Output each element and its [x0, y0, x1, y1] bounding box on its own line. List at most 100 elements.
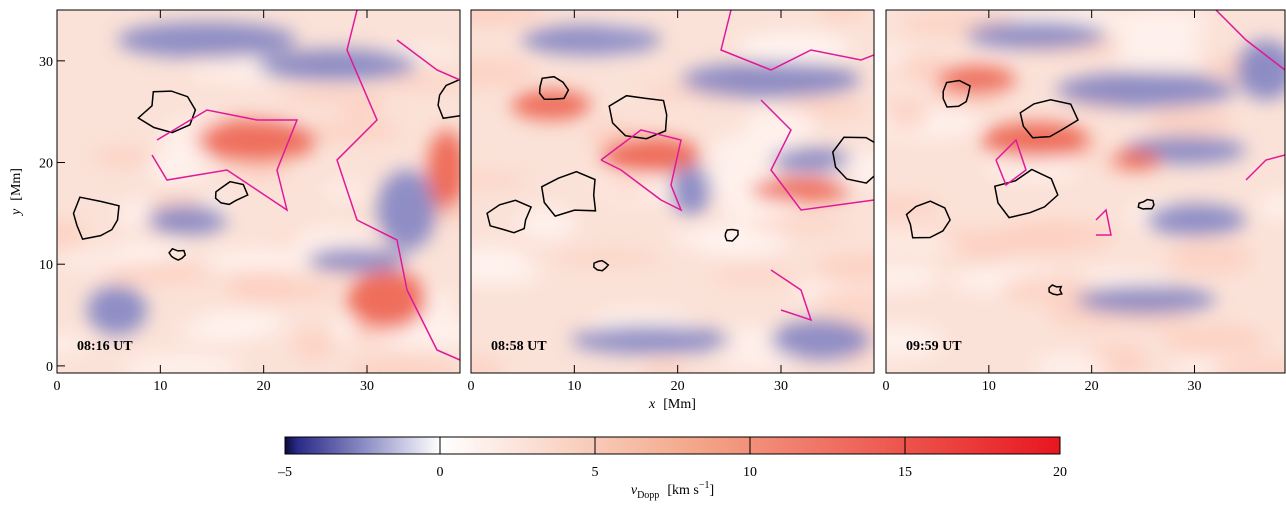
texture [744, 108, 817, 143]
downflow [1076, 286, 1216, 314]
texture [471, 356, 504, 373]
texture [1000, 275, 1095, 304]
downflow [671, 165, 711, 215]
label-close: ] [709, 483, 714, 498]
colorbar-label: vDopp [km s−1] [631, 480, 714, 501]
contour-magenta [760, 99, 874, 211]
label-symbol: v [631, 483, 638, 498]
downflow [681, 62, 861, 98]
upflow [347, 270, 427, 330]
texture [114, 242, 190, 257]
texture [57, 335, 89, 353]
velocity-map [57, 10, 460, 373]
y-tick-label: 0 [46, 360, 53, 375]
contour-black [724, 228, 739, 242]
texture [323, 183, 367, 199]
texture [1002, 218, 1115, 254]
colorbar-tick-label: –5 [277, 465, 292, 480]
downflow [377, 170, 437, 250]
velocity-map [471, 10, 874, 373]
label-unit: [km s [667, 483, 699, 498]
x-tick-label: 10 [153, 379, 167, 394]
contour-black [593, 259, 610, 272]
contour-black [905, 200, 951, 239]
x-tick-label: 30 [1188, 379, 1202, 394]
texture [886, 47, 910, 62]
x-axis-unit: [Mm] [663, 397, 696, 412]
texture [92, 146, 156, 168]
x-tick-label: 0 [883, 379, 890, 394]
texture [145, 148, 209, 183]
colorbar-tick-label: 0 [437, 465, 444, 480]
texture [177, 321, 263, 343]
texture [886, 263, 938, 291]
upflow [981, 122, 1091, 158]
x-axis-symbol: x [648, 397, 656, 412]
downflow [571, 326, 731, 354]
x-tick-label: 0 [468, 379, 475, 394]
y-tick-label: 20 [39, 157, 53, 172]
colorbar-tick-label: 15 [898, 465, 912, 480]
x-tick-label: 30 [360, 379, 374, 394]
downflow [257, 49, 417, 81]
downflow [307, 248, 407, 272]
panel-frame [885, 9, 1286, 374]
contour-black [1019, 99, 1079, 139]
velocity-map [886, 10, 1285, 373]
contour-magenta [600, 129, 683, 212]
contour-black [214, 180, 249, 206]
contour-black [538, 75, 570, 101]
y-axis-label: y [Mm] [9, 168, 24, 217]
downflow [966, 21, 1106, 49]
downflow [147, 205, 227, 235]
label-exponent: −1 [699, 480, 710, 491]
upflow [936, 66, 1016, 94]
texture [202, 249, 319, 271]
texture [814, 252, 874, 284]
texture [812, 287, 874, 314]
texture [748, 217, 849, 233]
contour-black [942, 79, 971, 108]
x-tick-label: 20 [1085, 379, 1099, 394]
panel-label: 08:58 UT [491, 339, 547, 354]
texture [122, 354, 243, 373]
downflow [117, 22, 297, 58]
texture [471, 172, 526, 189]
texture [710, 269, 799, 284]
contour-black [608, 94, 668, 140]
texture [738, 35, 853, 60]
upflow [511, 90, 591, 120]
texture [642, 85, 688, 99]
contour-magenta [336, 10, 460, 361]
panel-frame [470, 9, 875, 374]
y-axis-symbol: y [9, 208, 24, 217]
contours [905, 10, 1285, 296]
contour-black [1137, 198, 1155, 210]
downflow [1056, 72, 1236, 108]
colorbar [284, 436, 1061, 455]
x-tick-label: 0 [54, 379, 61, 394]
texture [1109, 10, 1207, 45]
texture [668, 229, 774, 248]
contour-magenta [151, 109, 299, 212]
panel-label: 09:59 UT [906, 339, 962, 354]
texture [345, 355, 460, 373]
contour-black [437, 78, 460, 120]
upflow [751, 178, 851, 202]
contour-black [137, 90, 197, 134]
texture [517, 207, 576, 241]
contour-magenta [720, 10, 874, 71]
downflow [771, 148, 851, 172]
x-tick-label: 20 [671, 379, 685, 394]
texture [886, 97, 929, 131]
texture [1166, 240, 1254, 276]
texture [988, 154, 1079, 179]
downflow [771, 320, 871, 360]
texture [1033, 354, 1110, 373]
x-axis-label: x [Mm] [648, 397, 696, 412]
downflow [87, 285, 147, 335]
texture [57, 219, 87, 249]
contour-magenta [995, 138, 1027, 187]
downflow [1146, 204, 1246, 236]
